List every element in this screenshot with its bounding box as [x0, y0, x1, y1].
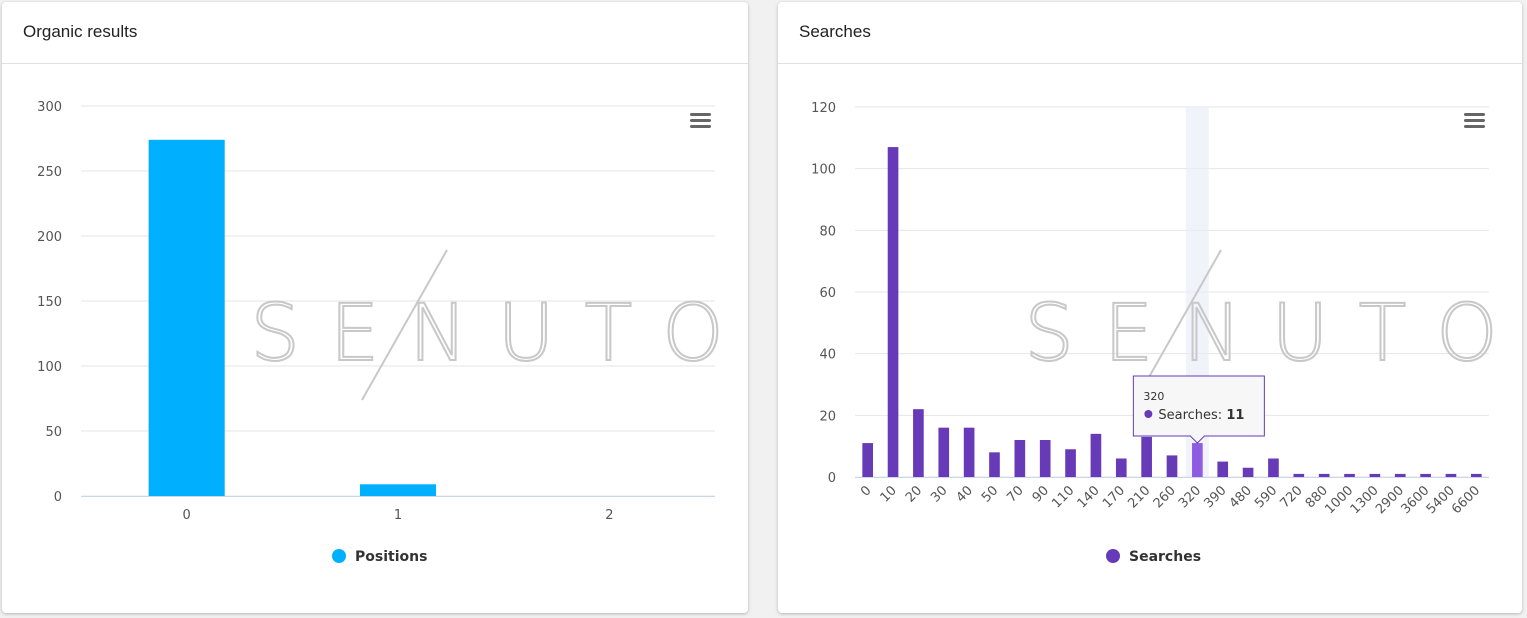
y-tick-label: 50 [45, 425, 62, 440]
y-tick-label: 0 [828, 471, 836, 486]
y-tick-label: 40 [819, 348, 836, 363]
x-tick-label: 260 [1151, 483, 1179, 511]
bar[interactable] [989, 452, 1000, 477]
x-tick-label: 720 [1277, 483, 1305, 511]
x-tick-label: 140 [1075, 483, 1103, 511]
bar[interactable] [1065, 449, 1076, 477]
x-tick-label: 0 [858, 483, 874, 499]
x-tick-label: 390 [1201, 483, 1229, 511]
x-tick-label: 320 [1176, 483, 1204, 511]
x-tick-label: 40 [954, 483, 976, 505]
x-tick-label: 1300 [1348, 483, 1382, 517]
x-tick-label: 90 [1030, 483, 1052, 505]
bar[interactable] [1090, 433, 1102, 477]
legend-label: Positions [355, 549, 427, 565]
tooltip-value-text: Searches: 11 [1158, 408, 1244, 423]
searches-title: Searches [778, 2, 1522, 64]
y-tick-label: 100 [37, 360, 62, 375]
tooltip-box [1132, 375, 1265, 444]
legend-marker [332, 549, 346, 563]
x-tick-label: 50 [979, 483, 1001, 505]
x-tick-label: 10 [878, 483, 900, 505]
watermark-logo: SENUTO [249, 249, 748, 401]
x-tick-label: 480 [1227, 483, 1255, 511]
watermark-text: SENUTO [250, 289, 748, 379]
y-tick-label: 20 [819, 409, 836, 424]
x-tick-label: 30 [928, 483, 950, 505]
x-tick-label: 5400 [1424, 483, 1458, 517]
bar[interactable] [1470, 473, 1482, 477]
bar[interactable] [887, 147, 899, 478]
y-tick-label: 250 [37, 165, 62, 180]
menu-icon-bar [1464, 119, 1485, 122]
y-tick-label: 100 [811, 163, 836, 178]
chart-menu-icon[interactable] [1464, 113, 1485, 128]
x-tick-label: 3600 [1398, 483, 1432, 517]
watermark-slash [361, 249, 448, 401]
chart-menu-icon[interactable] [690, 113, 711, 128]
organic-results-card: Organic results 0 50 100 150 200 250 300 SENUTO… [2, 2, 748, 613]
bar[interactable] [1115, 458, 1127, 478]
y-tick-label: 120 [811, 101, 836, 116]
bar[interactable] [1369, 473, 1381, 477]
y-tick-label: 150 [37, 295, 62, 310]
bar[interactable] [1039, 440, 1051, 477]
x-tick-label: 70 [1004, 483, 1026, 505]
y-tick-label: 80 [819, 224, 836, 239]
bar[interactable] [359, 484, 437, 496]
y-tick-label: 200 [37, 230, 62, 245]
bar[interactable] [862, 443, 874, 477]
bar[interactable] [938, 427, 950, 477]
legend-label: Searches [1129, 549, 1201, 565]
bar[interactable] [913, 409, 924, 477]
x-tick-label: 210 [1125, 483, 1153, 511]
menu-icon-bar [1464, 125, 1485, 128]
y-tick-label: 0 [54, 490, 62, 505]
bar[interactable] [148, 139, 225, 497]
tooltip-category: 320 [1143, 390, 1164, 403]
x-tick-label: 2 [605, 508, 613, 523]
menu-icon-bar [690, 125, 711, 128]
organic-results-chart: 0 50 100 150 200 250 300 SENUTO 0 1 2 Positions [37, 100, 748, 565]
x-tick-label: 0 [183, 508, 191, 523]
x-tick-label: 170 [1100, 483, 1128, 511]
x-tick-label: 110 [1049, 483, 1077, 511]
menu-icon-bar [1464, 113, 1485, 116]
watermark-slash [1135, 249, 1222, 401]
watermark-logo: SENUTO [1023, 249, 1522, 401]
menu-icon-bar [690, 119, 711, 122]
menu-icon-bar [690, 113, 711, 116]
organic-results-title: Organic results [2, 2, 748, 64]
bar[interactable] [1394, 473, 1406, 477]
bar[interactable] [1192, 443, 1203, 477]
bar[interactable] [1420, 473, 1431, 477]
bar[interactable] [1141, 436, 1152, 477]
bar[interactable] [1344, 473, 1355, 477]
bar[interactable] [1014, 440, 1026, 477]
bar[interactable] [1268, 458, 1279, 478]
legend-item[interactable]: Searches [1106, 549, 1201, 565]
x-tick-label: 2900 [1373, 483, 1407, 517]
bar[interactable] [1166, 455, 1178, 477]
y-tick-label: 60 [819, 286, 836, 301]
x-tick-label: 20 [903, 483, 925, 505]
x-tick-label: 6600 [1449, 483, 1483, 517]
x-tick-label: 590 [1252, 483, 1280, 511]
searches-card: Searches 0 20 40 60 80 100 120 SENUTO 0 10 20 30 40 5… [778, 2, 1522, 613]
legend-marker [1106, 549, 1120, 563]
x-tick-label: 1 [394, 508, 402, 523]
bar[interactable] [1293, 473, 1305, 477]
bar[interactable] [1217, 461, 1229, 477]
legend-item[interactable]: Positions [332, 549, 427, 565]
bar[interactable] [1318, 473, 1330, 477]
y-tick-label: 300 [37, 100, 62, 115]
bar[interactable] [1242, 467, 1254, 477]
x-tick-label: 1000 [1322, 483, 1356, 517]
bar[interactable] [1445, 473, 1457, 477]
bar[interactable] [963, 427, 975, 477]
watermark-text: SENUTO [1024, 289, 1522, 379]
tooltip-marker [1144, 410, 1153, 418]
tooltip: 320 Searches: 11 [1132, 375, 1265, 444]
